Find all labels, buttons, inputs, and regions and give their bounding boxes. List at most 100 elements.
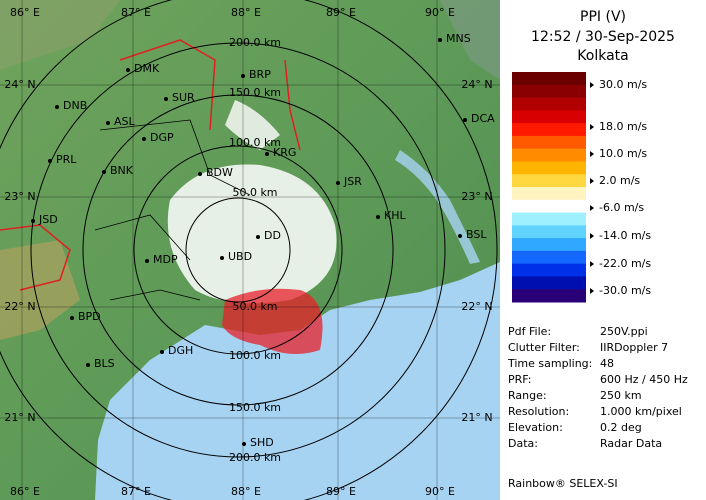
scale-band <box>512 174 586 188</box>
info-key: PRF: <box>508 373 531 386</box>
station-label: JSD <box>38 213 58 226</box>
station-label: DGP <box>150 131 174 144</box>
scale-band <box>512 250 586 265</box>
range-label: 200.0 km <box>229 451 281 464</box>
lat-label: 22° N <box>4 300 35 313</box>
range-label: 200.0 km <box>229 36 281 49</box>
echo <box>222 288 323 354</box>
info-value: 250V.ppi <box>600 325 648 338</box>
station-dot <box>70 316 74 320</box>
scale-label: -30.0 m/s <box>599 284 651 297</box>
info-key: Resolution: <box>508 405 569 418</box>
info-value: 48 <box>600 357 614 370</box>
scale-arrow <box>590 233 594 239</box>
station-label: MNS <box>446 32 471 45</box>
lat-label: 23° N <box>461 190 492 203</box>
range-ring <box>82 94 394 406</box>
scale-band <box>512 72 586 86</box>
info-value: 1.000 km/pixel <box>600 405 682 418</box>
station-label: BLS <box>94 357 115 370</box>
station-label: BDW <box>206 166 233 179</box>
scale-band <box>512 276 586 290</box>
range-label: 50.0 km <box>232 186 277 199</box>
station-dot <box>145 259 149 263</box>
range-label: 150.0 km <box>229 86 281 99</box>
info-value: IIRDoppler 7 <box>600 341 668 354</box>
lat-label: 21° N <box>461 411 492 424</box>
panel-title: PPI (V) <box>580 9 626 25</box>
lat-label: 24° N <box>461 78 492 91</box>
station-dot <box>198 172 202 176</box>
scale-band <box>512 123 586 137</box>
lon-label: 89° E <box>326 485 356 498</box>
station-label: DMK <box>134 62 160 75</box>
info-value: 0.2 deg <box>600 421 642 434</box>
lon-label: 90° E <box>425 6 455 19</box>
scale-band <box>512 110 586 124</box>
station-dot <box>86 363 90 367</box>
station-label: BRP <box>249 68 271 81</box>
scale-arrow <box>590 151 594 157</box>
scale-arrow <box>590 178 594 184</box>
scale-label: 2.0 m/s <box>599 174 640 187</box>
lon-label: 86° E <box>10 485 40 498</box>
station-label: KHL <box>384 209 406 222</box>
station-dot <box>220 256 224 260</box>
station-label: PRL <box>56 153 77 166</box>
lon-label: 87° E <box>121 6 151 19</box>
info-value: 250 km <box>600 389 642 402</box>
station-dot <box>256 235 260 239</box>
scale-arrow <box>590 124 594 130</box>
lat-label: 24° N <box>4 78 35 91</box>
station-label: KRG <box>273 146 296 159</box>
panel-site: Kolkata <box>577 48 628 64</box>
scale-band <box>512 135 586 150</box>
lon-label: 90° E <box>425 485 455 498</box>
credit: Rainbow® SELEX-SI <box>508 477 618 490</box>
station-dot <box>106 121 110 125</box>
station-label: BSL <box>466 228 487 241</box>
info-key: Time sampling: <box>507 357 592 370</box>
station-label: SHD <box>250 436 274 449</box>
scale-band <box>512 84 586 99</box>
station-dot <box>142 137 146 141</box>
range-ring <box>133 145 343 355</box>
info-key: Clutter Filter: <box>508 341 580 354</box>
lon-label: 88° E <box>231 6 261 19</box>
station-dot <box>126 68 130 72</box>
station-dot <box>160 350 164 354</box>
range-ring <box>30 42 446 458</box>
station-label: MDP <box>153 253 178 266</box>
scale-arrow <box>590 261 594 267</box>
station-label: JSR <box>343 175 362 188</box>
info-key: Elevation: <box>508 421 563 434</box>
echo <box>225 100 280 150</box>
station-label: BNK <box>110 164 134 177</box>
terrain <box>0 240 80 340</box>
lat-label: 22° N <box>461 300 492 313</box>
station-dot <box>31 219 35 223</box>
station-dot <box>463 118 467 122</box>
color-scale: 30.0 m/s 18.0 m/s 10.0 m/s 2.0 m/s -6.0 m/s -… <box>512 72 651 303</box>
border <box>0 39 301 291</box>
station-dot <box>164 97 168 101</box>
station-label: DGH <box>168 344 193 357</box>
scale-band <box>512 199 586 214</box>
station-label: UBD <box>228 250 252 263</box>
station-dot <box>48 159 52 163</box>
station-dot <box>458 234 462 238</box>
scale-arrow <box>590 205 594 211</box>
lon-label: 87° E <box>121 485 151 498</box>
station-dot <box>102 170 106 174</box>
station-dot <box>265 152 269 156</box>
station-dot <box>336 181 340 185</box>
scale-arrow <box>590 288 594 294</box>
station-label: SUR <box>172 91 195 104</box>
scale-band <box>512 97 586 111</box>
station-dot <box>438 38 442 42</box>
info-value: 600 Hz / 450 Hz <box>600 373 688 386</box>
echo <box>167 164 337 304</box>
scale-band <box>512 263 586 277</box>
station-dot <box>55 105 59 109</box>
